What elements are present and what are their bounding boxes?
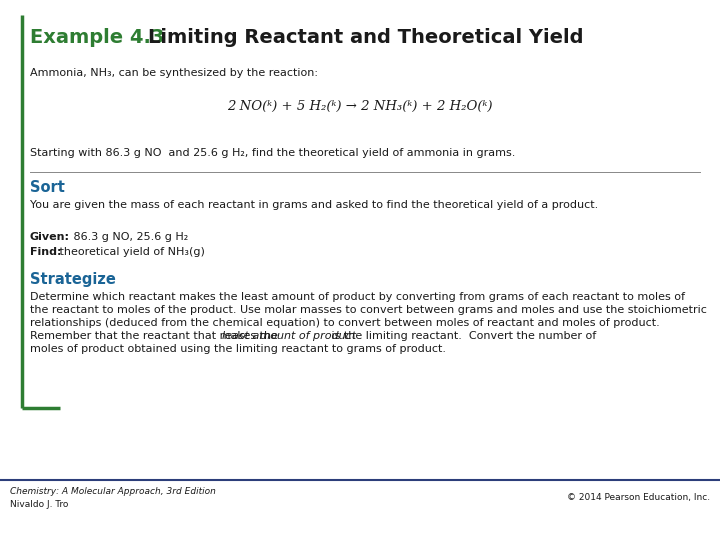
Text: Nivaldo J. Tro: Nivaldo J. Tro [10, 500, 68, 509]
Text: least amount of product: least amount of product [222, 331, 356, 341]
Text: the reactant to moles of the product. Use molar masses to convert between grams : the reactant to moles of the product. Us… [30, 305, 707, 315]
Text: Limiting Reactant and Theoretical Yield: Limiting Reactant and Theoretical Yield [148, 28, 583, 47]
Text: Chemistry: A Molecular Approach, 3rd Edition: Chemistry: A Molecular Approach, 3rd Edi… [10, 487, 216, 496]
Text: Find:: Find: [30, 247, 61, 257]
Text: Determine which reactant makes the least amount of product by converting from gr: Determine which reactant makes the least… [30, 292, 685, 302]
Text: Strategize: Strategize [30, 272, 116, 287]
Text: is the limiting reactant.  Convert the number of: is the limiting reactant. Convert the nu… [328, 331, 596, 341]
Text: relationships (deduced from the chemical equation) to convert between moles of r: relationships (deduced from the chemical… [30, 318, 660, 328]
Text: theoretical yield of NH₃(g): theoretical yield of NH₃(g) [56, 247, 205, 257]
Text: © 2014 Pearson Education, Inc.: © 2014 Pearson Education, Inc. [567, 493, 710, 502]
Text: Example 4.3: Example 4.3 [30, 28, 164, 47]
Text: Given:: Given: [30, 232, 70, 242]
Text: moles of product obtained using the limiting reactant to grams of product.: moles of product obtained using the limi… [30, 344, 446, 354]
Text: Ammonia, NH₃, can be synthesized by the reaction:: Ammonia, NH₃, can be synthesized by the … [30, 68, 318, 78]
Text: You are given the mass of each reactant in grams and asked to find the theoretic: You are given the mass of each reactant … [30, 200, 598, 210]
Text: 2 NO(ᵏ) + 5 H₂(ᵏ) → 2 NH₃(ᵏ) + 2 H₂O(ᵏ): 2 NO(ᵏ) + 5 H₂(ᵏ) → 2 NH₃(ᵏ) + 2 H₂O(ᵏ) [228, 100, 492, 113]
Text: Starting with 86.3 g NO  and 25.6 g H₂, find the theoretical yield of ammonia in: Starting with 86.3 g NO and 25.6 g H₂, f… [30, 148, 516, 158]
Text: 86.3 g NO, 25.6 g H₂: 86.3 g NO, 25.6 g H₂ [70, 232, 188, 242]
Text: Sort: Sort [30, 180, 65, 195]
Text: Remember that the reactant that makes the: Remember that the reactant that makes th… [30, 331, 282, 341]
